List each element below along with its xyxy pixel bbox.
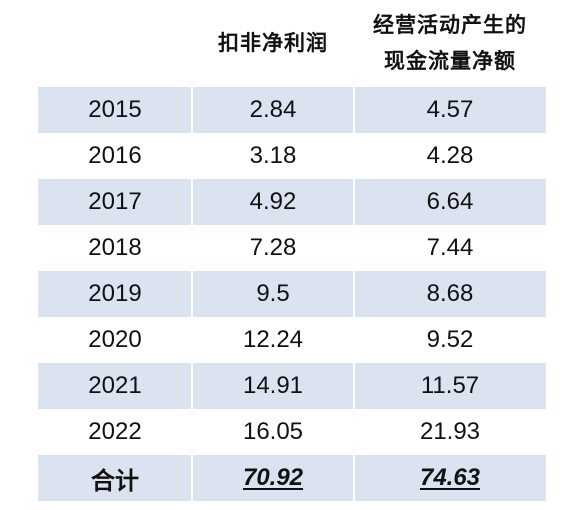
cash-flow-cell: 6.64 xyxy=(426,188,474,215)
header-net-profit: 扣非净利润 xyxy=(218,31,328,55)
year-cell: 2021 xyxy=(88,372,142,399)
table-row: 2022 16.05 21.93 xyxy=(38,409,546,455)
total-label: 合计 xyxy=(91,467,139,495)
year-cell: 2019 xyxy=(88,280,142,307)
cash-flow-cell: 11.57 xyxy=(420,372,480,399)
net-profit-cell: 16.05 xyxy=(242,418,304,445)
net-profit-cell: 12.24 xyxy=(242,326,304,353)
column-divider xyxy=(191,87,193,501)
cash-flow-cell: 21.93 xyxy=(419,418,481,445)
table-row: 2019 9.5 8.68 xyxy=(38,271,546,317)
table-row: 2016 3.18 4.28 xyxy=(38,133,546,179)
net-profit-cell: 9.5 xyxy=(256,280,290,307)
net-profit-cell: 14.91 xyxy=(242,372,304,399)
total-net-profit-value: 70.92 xyxy=(242,464,304,491)
table-row: 2017 4.92 6.64 xyxy=(38,179,546,225)
header-line-2: 现金流量净额 xyxy=(384,49,516,73)
cash-flow-cell: 7.44 xyxy=(426,234,474,261)
table-row: 2015 2.84 4.57 xyxy=(38,87,546,133)
year-cell: 2022 xyxy=(88,418,142,445)
year-cell: 2016 xyxy=(88,142,142,169)
total-cash-flow-value: 74.63 xyxy=(419,464,481,491)
header-line-1: 经营活动产生的 xyxy=(373,13,527,37)
cash-flow-cell: 8.68 xyxy=(426,280,474,307)
net-profit-cell: 7.28 xyxy=(249,234,297,261)
net-profit-cell: 2.84 xyxy=(249,96,297,123)
table-row: 2020 12.24 9.52 xyxy=(38,317,546,363)
table-row: 2021 14.91 11.57 xyxy=(38,363,546,409)
table-row: 2018 7.28 7.44 xyxy=(38,225,546,271)
year-cell: 2017 xyxy=(88,188,142,215)
table-header: 扣非净利润 经营活动产生的 现金流量净额 xyxy=(38,0,546,87)
total-net-profit-cell: 70.92 xyxy=(192,455,354,501)
cash-flow-cell: 4.28 xyxy=(426,142,474,169)
data-table: 扣非净利润 经营活动产生的 现金流量净额 2015 2.84 4.57 2016… xyxy=(38,0,546,501)
year-cell: 2018 xyxy=(88,234,142,261)
total-row: 合计 70.92 74.63 xyxy=(38,455,546,501)
cash-flow-cell: 4.57 xyxy=(426,96,474,123)
header-operating-cash-flow: 经营活动产生的 现金流量净额 xyxy=(354,0,546,87)
column-divider xyxy=(353,87,355,501)
net-profit-cell: 3.18 xyxy=(249,142,297,169)
year-cell: 2015 xyxy=(88,96,142,123)
total-cash-flow-cell: 74.63 xyxy=(354,455,546,501)
cash-flow-cell: 9.52 xyxy=(426,326,474,353)
net-profit-cell: 4.92 xyxy=(249,188,297,215)
year-cell: 2020 xyxy=(88,326,142,353)
